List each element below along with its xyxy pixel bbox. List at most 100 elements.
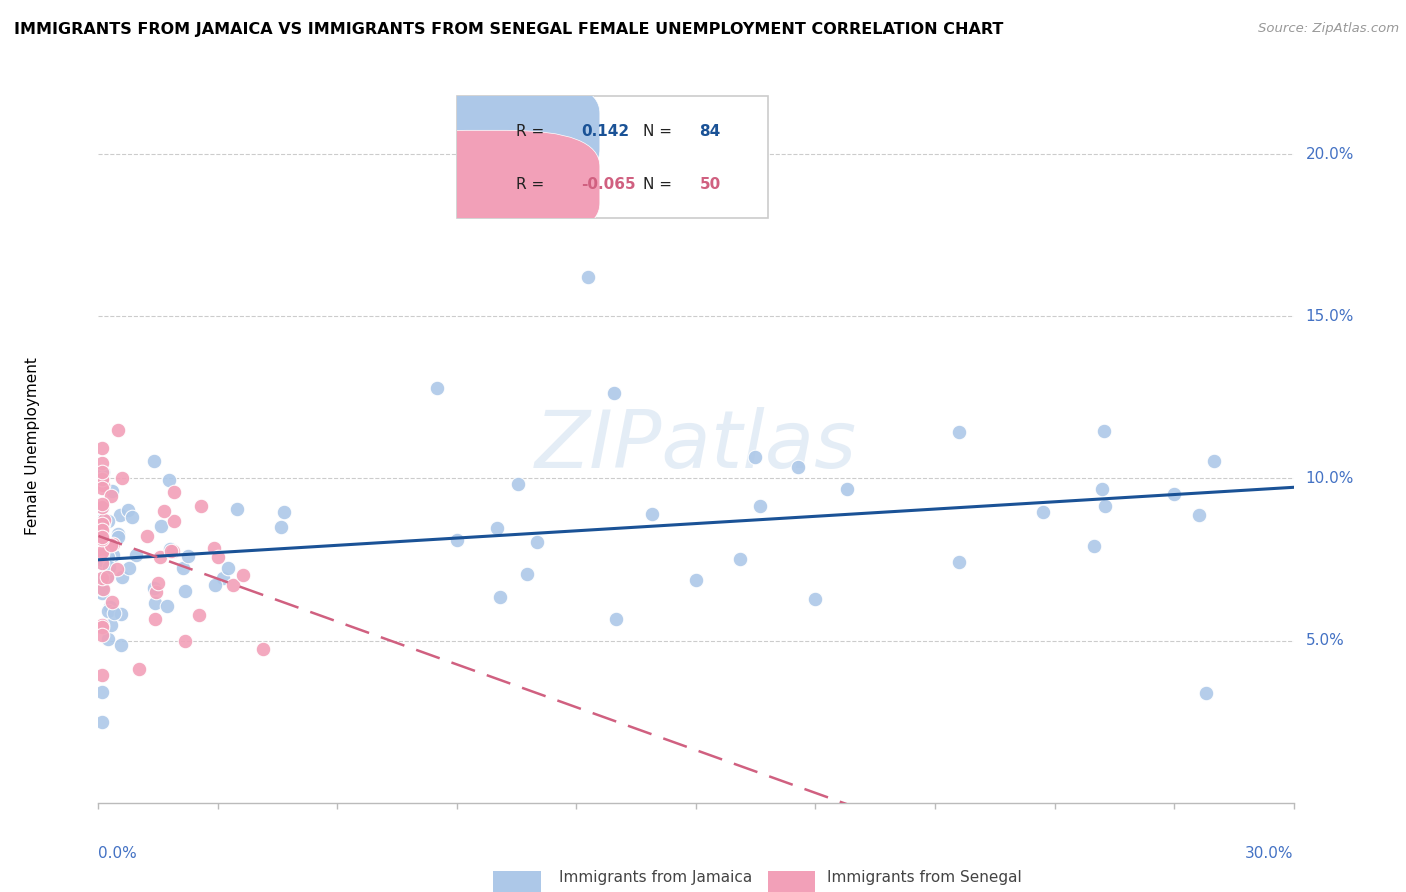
Point — [91, 481, 114, 495]
Point — [1195, 685, 1218, 699]
Point — [111, 569, 134, 583]
Point — [177, 549, 200, 563]
Point — [804, 592, 827, 607]
Point — [117, 503, 139, 517]
Point — [91, 619, 114, 633]
Point — [121, 510, 143, 524]
Point — [110, 638, 132, 652]
Point — [786, 459, 808, 474]
Point — [172, 561, 194, 575]
Point — [91, 579, 114, 593]
Point — [488, 590, 510, 604]
Point — [149, 549, 172, 564]
Point — [91, 472, 114, 486]
Point — [143, 596, 166, 610]
Point — [163, 485, 186, 500]
Point — [101, 483, 124, 498]
Point — [91, 667, 114, 681]
Point — [103, 607, 125, 621]
Point — [91, 497, 114, 511]
Point — [91, 513, 114, 527]
Point — [91, 714, 114, 729]
Point — [97, 604, 120, 618]
Point — [744, 450, 766, 465]
Point — [217, 560, 239, 574]
Point — [107, 526, 129, 541]
Point — [91, 547, 114, 561]
Point — [110, 508, 132, 522]
Point — [837, 482, 859, 496]
Point — [190, 499, 212, 513]
Point — [91, 500, 114, 515]
Point — [252, 642, 274, 657]
Point — [1187, 508, 1209, 523]
Point — [100, 538, 122, 552]
Point — [146, 575, 169, 590]
Point — [91, 545, 114, 559]
Point — [578, 270, 600, 285]
Point — [145, 585, 167, 599]
Point — [101, 537, 124, 551]
Point — [105, 561, 128, 575]
Point — [1202, 454, 1225, 468]
Point — [91, 465, 114, 479]
Point — [506, 477, 529, 491]
Point — [173, 584, 195, 599]
Point — [91, 475, 114, 489]
Point — [100, 618, 122, 632]
Point — [110, 607, 132, 621]
Point — [270, 519, 292, 533]
Point — [124, 549, 146, 563]
Point — [222, 578, 245, 592]
Point — [202, 541, 225, 555]
Point — [160, 544, 183, 558]
Point — [212, 571, 235, 585]
Point — [101, 595, 124, 609]
Point — [91, 532, 114, 546]
Point — [91, 529, 114, 543]
Text: 30.0%: 30.0% — [1246, 846, 1294, 861]
Text: 15.0%: 15.0% — [1305, 309, 1354, 324]
Point — [187, 607, 209, 622]
Point — [159, 541, 181, 556]
Point — [485, 521, 508, 535]
Text: 5.0%: 5.0% — [1305, 633, 1344, 648]
Text: IMMIGRANTS FROM JAMAICA VS IMMIGRANTS FROM SENEGAL FEMALE UNEMPLOYMENT CORRELATI: IMMIGRANTS FROM JAMAICA VS IMMIGRANTS FR… — [14, 22, 1004, 37]
Point — [1163, 487, 1185, 501]
Text: Female Unemployment: Female Unemployment — [25, 357, 41, 535]
Point — [97, 549, 120, 564]
Point — [101, 549, 124, 563]
Point — [143, 454, 166, 468]
Point — [91, 517, 114, 532]
Point — [1083, 540, 1105, 554]
Point — [603, 385, 626, 400]
Text: Immigrants from Senegal: Immigrants from Senegal — [827, 871, 1022, 885]
Point — [91, 573, 114, 587]
Point — [107, 423, 129, 437]
Point — [96, 570, 118, 584]
Point — [91, 456, 114, 470]
Point — [748, 500, 770, 514]
Point — [1032, 505, 1054, 519]
Point — [118, 561, 141, 575]
Point — [91, 582, 114, 596]
Point — [155, 599, 177, 614]
Point — [97, 515, 120, 529]
Point — [107, 530, 129, 544]
Point — [91, 530, 114, 544]
Point — [1092, 424, 1115, 438]
Point — [93, 547, 115, 561]
Point — [91, 685, 114, 699]
Point — [91, 529, 114, 543]
Point — [207, 549, 229, 564]
Point — [163, 514, 186, 528]
Point — [94, 549, 117, 564]
Point — [91, 571, 114, 585]
Point — [150, 518, 173, 533]
Point — [91, 477, 114, 491]
Point — [91, 618, 114, 632]
Text: Source: ZipAtlas.com: Source: ZipAtlas.com — [1258, 22, 1399, 36]
Point — [948, 425, 970, 440]
Point — [91, 553, 114, 567]
Point — [685, 573, 707, 587]
